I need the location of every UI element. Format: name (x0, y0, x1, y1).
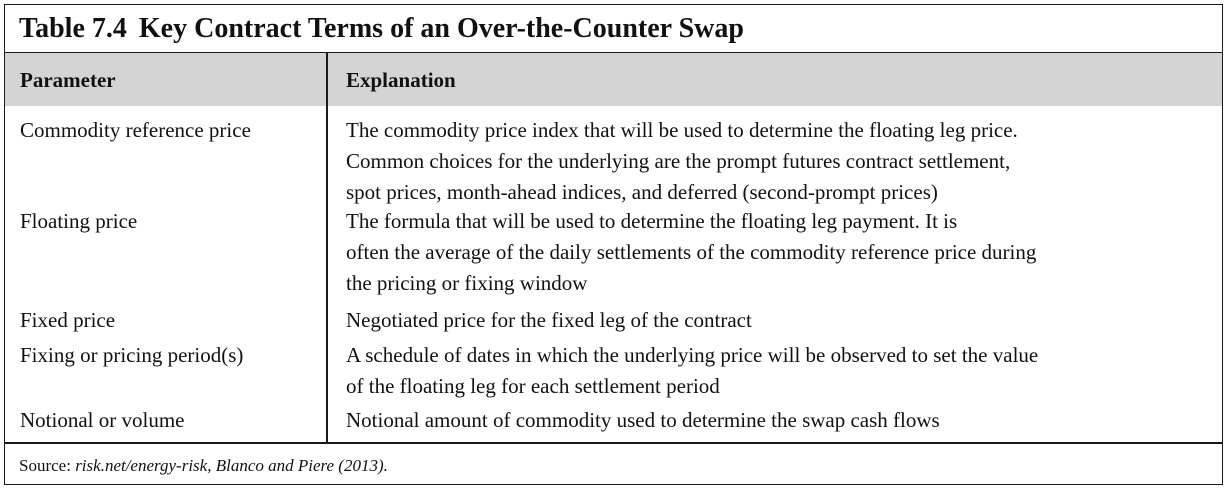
explanation-line: A schedule of dates in which the underly… (346, 343, 1039, 367)
explanation-line: The formula that will be used to determi… (346, 209, 958, 233)
explanation-line: Notional amount of commodity used to det… (346, 408, 940, 432)
explanation-line: Negotiated price for the fixed leg of th… (346, 308, 752, 332)
explanation-line: The commodity price index that will be u… (346, 118, 1018, 142)
parameter-cell: Fixing or pricing period(s) (20, 343, 244, 367)
source-citation: risk.net/energy-risk, Blanco and Piere (… (75, 456, 388, 475)
explanation-line: of the floating leg for each settlement … (346, 374, 720, 398)
explanation-cell: Negotiated price for the fixed leg of th… (346, 305, 1216, 336)
table-source-note: Source: risk.net/energy-risk, Blanco and… (19, 456, 388, 476)
header-explanation: Explanation (346, 68, 456, 92)
swap-terms-table: Table 7.4 Key Contract Terms of an Over-t… (4, 4, 1223, 485)
table-title: Table 7.4 Key Contract Terms of an Over-t… (19, 14, 744, 44)
table-bottom-rule (5, 442, 1222, 444)
explanation-cell: A schedule of dates in which the underly… (346, 340, 1216, 402)
explanation-line: Common choices for the underlying are th… (346, 149, 1011, 173)
explanation-line: the pricing or fixing window (346, 271, 588, 295)
explanation-cell: Notional amount of commodity used to det… (346, 405, 1216, 436)
explanation-cell: The formula that will be used to determi… (346, 206, 1216, 299)
parameter-cell: Commodity reference price (20, 118, 251, 142)
table-label: Table 7.4 (19, 13, 127, 44)
explanation-line: spot prices, month-ahead indices, and de… (346, 180, 938, 204)
table-caption: Key Contract Terms of an Over-the-Counte… (138, 13, 744, 44)
parameter-cell: Fixed price (20, 308, 116, 332)
header-parameter: Parameter (20, 68, 116, 92)
source-prefix: Source: (19, 456, 71, 475)
explanation-cell: The commodity price index that will be u… (346, 115, 1216, 208)
column-divider (326, 53, 328, 443)
table-title-bar: Table 7.4 Key Contract Terms of an Over-t… (5, 5, 1222, 53)
parameter-cell: Notional or volume (20, 408, 185, 432)
table-header-row: Parameter Explanation (5, 53, 1222, 106)
explanation-line: often the average of the daily settlemen… (346, 240, 1037, 264)
parameter-cell: Floating price (20, 209, 138, 233)
